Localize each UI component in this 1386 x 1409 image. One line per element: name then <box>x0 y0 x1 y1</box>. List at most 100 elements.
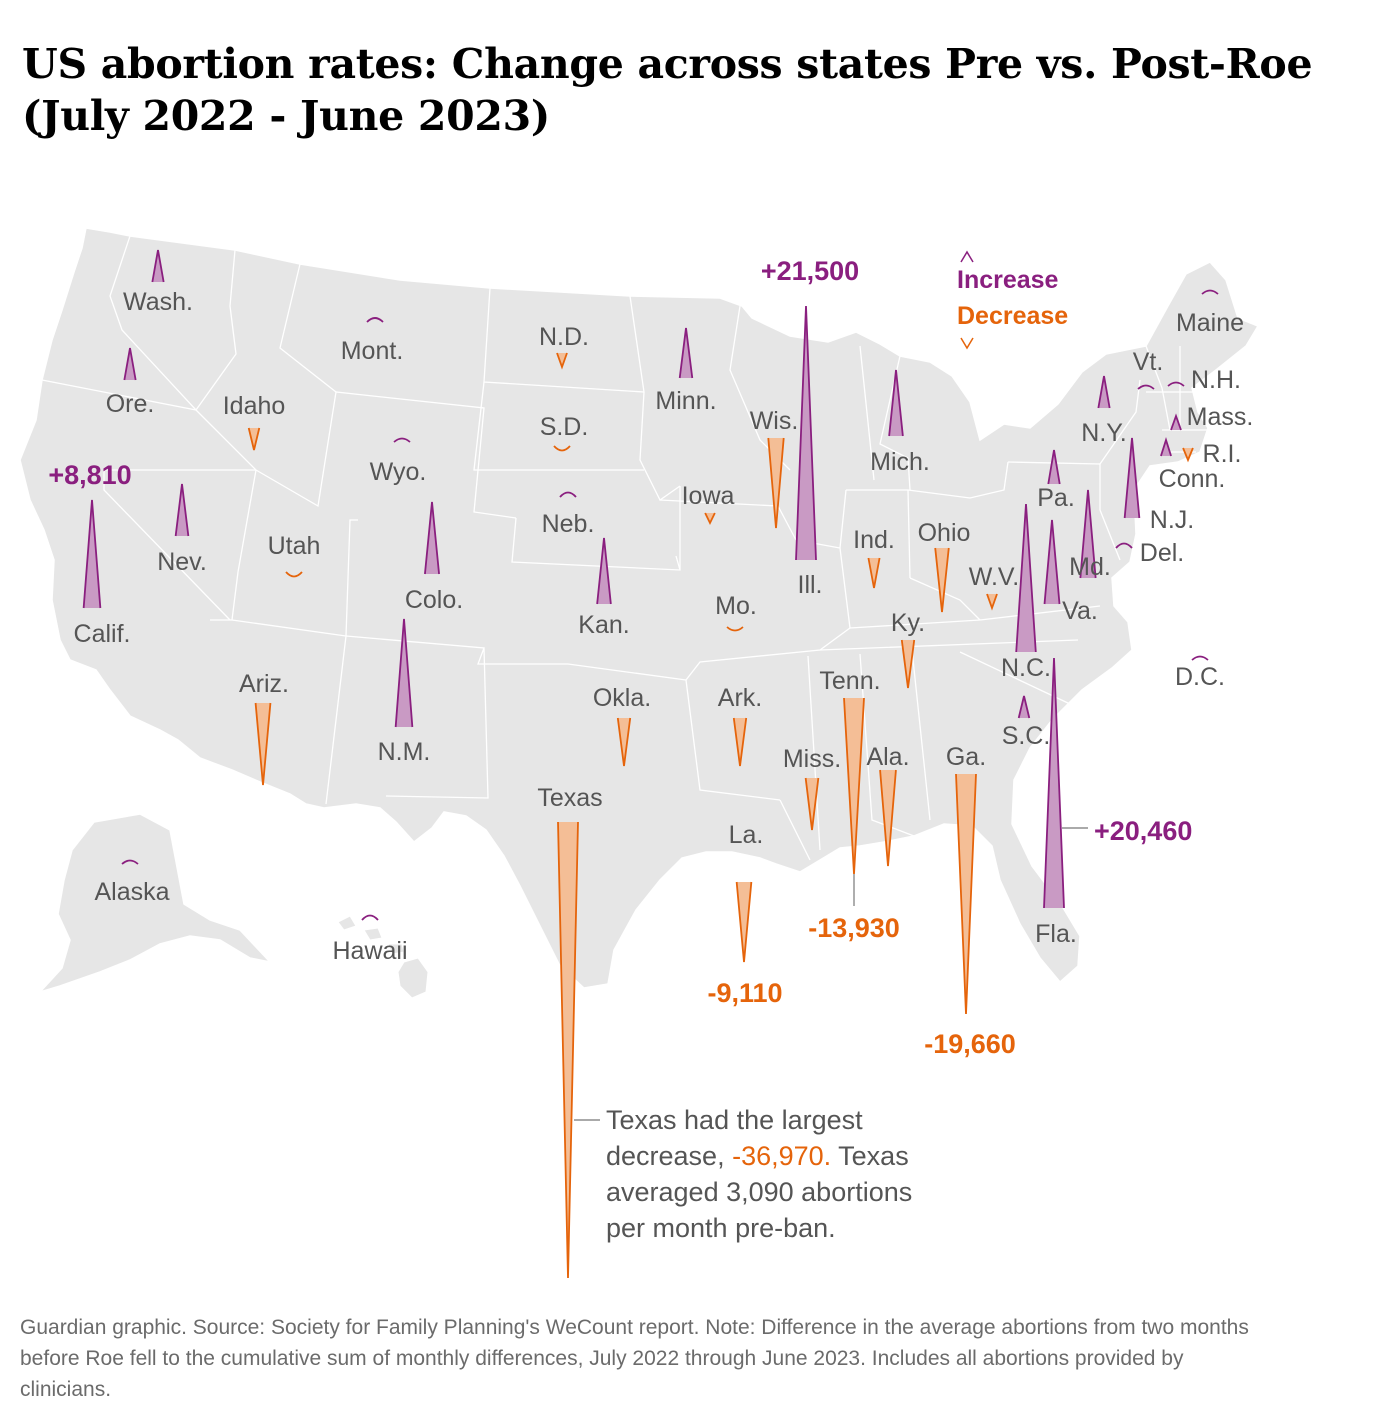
spike-il <box>795 305 817 561</box>
annotation-line-2-post: Texas <box>831 1141 909 1171</box>
state-label-dc: D.C. <box>1175 663 1225 691</box>
texas-annotation: Texas had the largest decrease, -36,970.… <box>606 1102 986 1246</box>
chart-title: US abortion rates: Change across states … <box>22 40 1313 140</box>
spike-mi <box>888 369 904 437</box>
state-label-nh: N.H. <box>1191 366 1241 394</box>
state-label-nc: N.C. <box>1001 654 1051 682</box>
spike-me <box>1201 289 1219 295</box>
spike-ak <box>121 859 139 865</box>
annotation-highlight: -36,970. <box>732 1141 832 1171</box>
state-label-ri: R.I. <box>1203 440 1242 468</box>
spike-az <box>254 702 272 786</box>
spike-ia <box>704 512 716 526</box>
spike-ms <box>804 777 820 831</box>
annotation-line-1: Texas had the largest <box>606 1105 863 1135</box>
spike-in <box>867 557 881 589</box>
state-label-de: Del. <box>1140 539 1184 567</box>
spike-sc <box>1017 695 1031 719</box>
spike-id <box>247 427 261 451</box>
contiguous-us-shape <box>19 227 1260 989</box>
spike-ok <box>616 717 632 767</box>
value-label-il: +21,500 <box>761 256 859 286</box>
spike-nm <box>394 618 414 728</box>
value-label-fl: +20,460 <box>1094 816 1192 846</box>
spike-ar <box>732 717 748 767</box>
state-label-va: Va. <box>1062 597 1098 625</box>
state-label-ca: Calif. <box>74 620 131 648</box>
state-label-nm: N.M. <box>378 738 431 766</box>
state-label-tn: Tenn. <box>819 667 880 695</box>
state-label-fl: Fla. <box>1035 920 1077 948</box>
spike-mn <box>678 327 694 379</box>
spike-wv <box>986 593 998 611</box>
state-label-ky: Ky. <box>891 609 925 637</box>
state-label-ak: Alaska <box>94 878 169 906</box>
state-label-sc: S.C. <box>1002 722 1051 750</box>
value-label-tn: -13,930 <box>808 913 900 943</box>
state-label-la: La. <box>729 821 764 849</box>
state-label-vt: Vt. <box>1133 348 1164 376</box>
state-label-ut: Utah <box>268 532 321 560</box>
spike-sd <box>553 445 571 452</box>
increase-legend-icon <box>960 250 974 263</box>
state-label-ks: Kan. <box>578 611 629 639</box>
annotation-line-2: decrease, -36,970. Texas <box>606 1138 986 1174</box>
state-label-hi: Hawaii <box>332 937 407 965</box>
state-label-in: Ind. <box>853 526 895 554</box>
spike-ri <box>1182 447 1194 463</box>
state-label-wv: W.V. <box>969 563 1020 591</box>
state-label-wy: Wyo. <box>370 458 427 486</box>
spike-ga <box>955 773 977 1015</box>
value-label-ca: +8,810 <box>48 460 131 490</box>
state-label-mi: Mich. <box>870 448 930 476</box>
state-label-nd: N.D. <box>539 323 589 351</box>
state-label-al: Ala. <box>866 743 909 771</box>
alaska-shape <box>37 813 273 994</box>
state-label-mo: Mo. <box>715 592 757 620</box>
state-label-ne: Neb. <box>542 510 595 538</box>
spike-ky <box>900 639 916 689</box>
decrease-legend-icon <box>960 337 974 350</box>
value-label-ga: -19,660 <box>924 1029 1016 1059</box>
spike-ny <box>1097 375 1111 409</box>
spike-va <box>1043 519 1061 605</box>
spike-mo <box>726 626 744 632</box>
state-label-oh: Ohio <box>918 519 971 547</box>
state-label-id: Idaho <box>223 392 286 420</box>
state-label-il: Ill. <box>798 571 823 599</box>
state-label-ia: Iowa <box>682 482 735 510</box>
state-label-sd: S.D. <box>540 413 589 441</box>
state-label-nv: Nev. <box>157 548 207 576</box>
footer-note: Guardian graphic. Source: Society for Fa… <box>20 1316 1249 1401</box>
state-label-az: Ariz. <box>239 670 289 698</box>
map-land <box>19 227 1260 999</box>
spike-nv <box>174 483 190 537</box>
spike-tx <box>557 821 579 1279</box>
state-label-ms: Miss. <box>783 745 841 773</box>
spike-md <box>1079 489 1097 579</box>
spike-oh <box>934 547 950 613</box>
state-label-or: Ore. <box>106 390 155 418</box>
state-label-ga: Ga. <box>946 743 986 771</box>
spike-dc <box>1191 655 1209 661</box>
spike-ca <box>82 499 102 609</box>
spike-vt <box>1137 384 1155 390</box>
spike-la <box>735 881 753 963</box>
spike-ne <box>559 491 577 498</box>
spike-or <box>123 347 137 381</box>
spike-nj <box>1123 437 1141 519</box>
spike-wa <box>151 249 165 283</box>
state-label-ma: Mass. <box>1187 403 1254 431</box>
spike-ut <box>285 571 303 578</box>
spike-al <box>879 769 897 867</box>
annotation-line-2-pre: decrease, <box>606 1141 733 1171</box>
spike-de <box>1115 542 1133 549</box>
spike-pa <box>1047 449 1061 485</box>
spike-mt <box>366 317 384 323</box>
spike-ct <box>1160 437 1172 457</box>
spike-wi <box>767 437 785 529</box>
spike-nd <box>556 352 568 370</box>
state-label-pa: Pa. <box>1037 484 1075 512</box>
spike-nc <box>1015 503 1037 653</box>
